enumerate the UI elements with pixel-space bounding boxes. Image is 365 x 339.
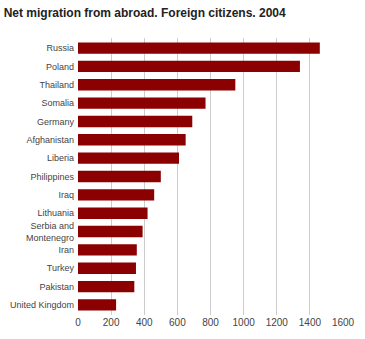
- svg-text:400: 400: [136, 317, 153, 328]
- svg-text:Serbia andMontenegro: Serbia andMontenegro: [26, 221, 74, 243]
- svg-text:Russia: Russia: [46, 43, 74, 53]
- svg-text:800: 800: [202, 317, 219, 328]
- svg-text:1400: 1400: [299, 317, 322, 328]
- svg-text:Lithuania: Lithuania: [37, 208, 74, 218]
- svg-text:Liberia: Liberia: [47, 153, 74, 163]
- svg-text:Thailand: Thailand: [39, 80, 74, 90]
- svg-text:1200: 1200: [266, 317, 289, 328]
- svg-text:Germany: Germany: [37, 117, 75, 127]
- svg-text:Iran: Iran: [58, 245, 74, 255]
- svg-text:Afghanistan: Afghanistan: [26, 135, 74, 145]
- svg-text:600: 600: [169, 317, 186, 328]
- svg-text:Turkey: Turkey: [47, 263, 75, 273]
- svg-text:Iraq: Iraq: [58, 190, 74, 200]
- svg-text:1000: 1000: [233, 317, 256, 328]
- svg-text:Somalia: Somalia: [41, 98, 74, 108]
- svg-text:Net migration from abroad. For: Net migration from abroad. Foreign citiz…: [4, 6, 286, 20]
- svg-text:United Kingdom: United Kingdom: [10, 300, 74, 310]
- svg-text:1600: 1600: [332, 317, 355, 328]
- svg-text:Pakistan: Pakistan: [39, 282, 74, 292]
- svg-text:Poland: Poland: [46, 62, 74, 72]
- svg-text:0: 0: [75, 317, 81, 328]
- svg-text:Philippines: Philippines: [30, 172, 74, 182]
- svg-text:200: 200: [103, 317, 120, 328]
